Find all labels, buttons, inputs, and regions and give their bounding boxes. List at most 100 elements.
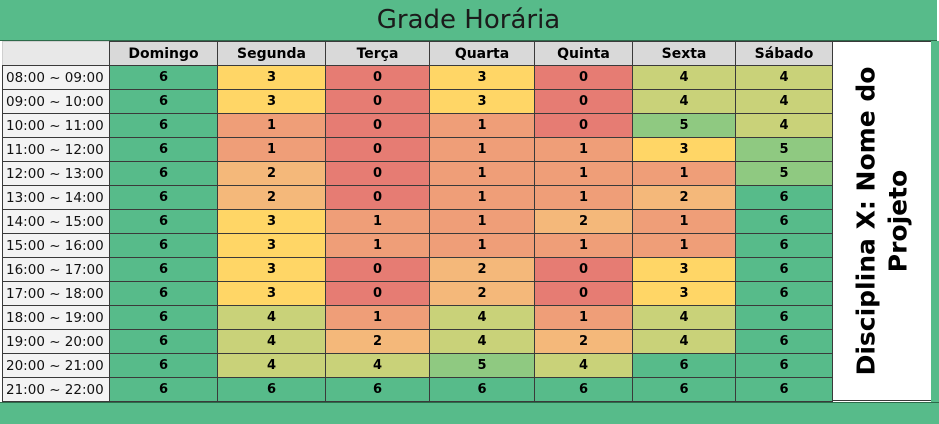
availability-cell[interactable]: 1 bbox=[632, 233, 736, 258]
availability-cell[interactable]: 5 bbox=[632, 113, 736, 138]
sheet-title[interactable]: Grade Horária bbox=[0, 0, 937, 41]
availability-cell[interactable]: 6 bbox=[735, 353, 833, 378]
availability-cell[interactable]: 0 bbox=[325, 89, 430, 114]
availability-cell[interactable]: 6 bbox=[429, 377, 535, 402]
availability-cell[interactable]: 4 bbox=[735, 65, 833, 90]
availability-cell[interactable]: 4 bbox=[217, 353, 326, 378]
availability-cell[interactable]: 0 bbox=[534, 65, 633, 90]
availability-cell[interactable]: 6 bbox=[109, 113, 218, 138]
day-header[interactable]: Sexta bbox=[632, 41, 736, 66]
availability-cell[interactable]: 4 bbox=[735, 89, 833, 114]
availability-cell[interactable]: 4 bbox=[217, 329, 326, 354]
availability-cell[interactable]: 1 bbox=[429, 233, 535, 258]
time-slot-cell[interactable]: 17:00 ~ 18:00 bbox=[2, 281, 110, 306]
time-slot-cell[interactable]: 19:00 ~ 20:00 bbox=[2, 329, 110, 354]
availability-cell[interactable]: 6 bbox=[109, 353, 218, 378]
availability-cell[interactable]: 4 bbox=[429, 305, 535, 330]
availability-cell[interactable]: 1 bbox=[534, 137, 633, 162]
availability-cell[interactable]: 6 bbox=[325, 377, 430, 402]
time-slot-cell[interactable]: 21:00 ~ 22:00 bbox=[2, 377, 110, 402]
time-slot-cell[interactable]: 11:00 ~ 12:00 bbox=[2, 137, 110, 162]
time-slot-cell[interactable]: 16:00 ~ 17:00 bbox=[2, 257, 110, 282]
day-header[interactable]: Quarta bbox=[429, 41, 535, 66]
availability-cell[interactable]: 1 bbox=[217, 137, 326, 162]
availability-cell[interactable]: 6 bbox=[109, 329, 218, 354]
time-slot-cell[interactable]: 14:00 ~ 15:00 bbox=[2, 209, 110, 234]
availability-cell[interactable]: 1 bbox=[429, 185, 535, 210]
availability-cell[interactable]: 0 bbox=[325, 113, 430, 138]
time-slot-cell[interactable]: 09:00 ~ 10:00 bbox=[2, 89, 110, 114]
availability-cell[interactable]: 6 bbox=[217, 377, 326, 402]
day-header[interactable]: Sábado bbox=[735, 41, 833, 66]
availability-cell[interactable]: 6 bbox=[109, 377, 218, 402]
availability-cell[interactable]: 2 bbox=[325, 329, 430, 354]
availability-cell[interactable]: 1 bbox=[534, 161, 633, 186]
availability-cell[interactable]: 1 bbox=[534, 233, 633, 258]
availability-cell[interactable]: 4 bbox=[325, 353, 430, 378]
availability-cell[interactable]: 3 bbox=[429, 89, 535, 114]
availability-cell[interactable]: 1 bbox=[429, 161, 535, 186]
availability-cell[interactable]: 6 bbox=[109, 305, 218, 330]
availability-cell[interactable]: 5 bbox=[735, 161, 833, 186]
day-header[interactable]: Domingo bbox=[109, 41, 218, 66]
availability-cell[interactable]: 4 bbox=[429, 329, 535, 354]
availability-cell[interactable]: 4 bbox=[735, 113, 833, 138]
availability-cell[interactable]: 3 bbox=[217, 65, 326, 90]
time-slot-cell[interactable]: 13:00 ~ 14:00 bbox=[2, 185, 110, 210]
time-slot-cell[interactable]: 18:00 ~ 19:00 bbox=[2, 305, 110, 330]
availability-cell[interactable]: 1 bbox=[632, 209, 736, 234]
availability-cell[interactable]: 0 bbox=[534, 281, 633, 306]
availability-cell[interactable]: 2 bbox=[632, 185, 736, 210]
availability-cell[interactable]: 0 bbox=[325, 161, 430, 186]
availability-cell[interactable]: 3 bbox=[217, 233, 326, 258]
availability-cell[interactable]: 4 bbox=[217, 305, 326, 330]
availability-cell[interactable]: 4 bbox=[534, 353, 633, 378]
availability-cell[interactable]: 4 bbox=[632, 89, 736, 114]
availability-cell[interactable]: 0 bbox=[534, 89, 633, 114]
availability-cell[interactable]: 1 bbox=[429, 137, 535, 162]
availability-cell[interactable]: 1 bbox=[429, 113, 535, 138]
project-label-cell[interactable]: Disciplina X: Nome do Projeto bbox=[833, 41, 932, 401]
time-slot-cell[interactable]: 12:00 ~ 13:00 bbox=[2, 161, 110, 186]
availability-cell[interactable]: 6 bbox=[109, 281, 218, 306]
availability-cell[interactable]: 6 bbox=[109, 89, 218, 114]
availability-cell[interactable]: 5 bbox=[429, 353, 535, 378]
availability-cell[interactable]: 1 bbox=[325, 209, 430, 234]
availability-cell[interactable]: 4 bbox=[632, 305, 736, 330]
availability-cell[interactable]: 6 bbox=[109, 65, 218, 90]
availability-cell[interactable]: 1 bbox=[325, 305, 430, 330]
availability-cell[interactable]: 0 bbox=[325, 65, 430, 90]
availability-cell[interactable]: 2 bbox=[534, 329, 633, 354]
availability-cell[interactable]: 0 bbox=[325, 257, 430, 282]
availability-cell[interactable]: 6 bbox=[735, 305, 833, 330]
availability-cell[interactable]: 6 bbox=[109, 161, 218, 186]
availability-cell[interactable]: 6 bbox=[109, 257, 218, 282]
day-header[interactable]: Terça bbox=[325, 41, 430, 66]
availability-cell[interactable]: 1 bbox=[632, 161, 736, 186]
availability-cell[interactable]: 2 bbox=[217, 185, 326, 210]
availability-cell[interactable]: 0 bbox=[325, 281, 430, 306]
availability-cell[interactable]: 6 bbox=[109, 137, 218, 162]
time-slot-cell[interactable]: 20:00 ~ 21:00 bbox=[2, 353, 110, 378]
availability-cell[interactable]: 3 bbox=[632, 137, 736, 162]
availability-cell[interactable]: 6 bbox=[735, 281, 833, 306]
availability-cell[interactable]: 6 bbox=[735, 377, 833, 402]
availability-cell[interactable]: 3 bbox=[217, 257, 326, 282]
time-slot-cell[interactable]: 15:00 ~ 16:00 bbox=[2, 233, 110, 258]
availability-cell[interactable]: 3 bbox=[217, 209, 326, 234]
availability-cell[interactable]: 4 bbox=[632, 329, 736, 354]
availability-cell[interactable]: 6 bbox=[632, 377, 736, 402]
availability-cell[interactable]: 3 bbox=[217, 281, 326, 306]
availability-cell[interactable]: 6 bbox=[735, 209, 833, 234]
availability-cell[interactable]: 6 bbox=[632, 353, 736, 378]
availability-cell[interactable]: 6 bbox=[735, 257, 833, 282]
availability-cell[interactable]: 3 bbox=[429, 65, 535, 90]
time-slot-cell[interactable]: 08:00 ~ 09:00 bbox=[2, 65, 110, 90]
availability-cell[interactable]: 1 bbox=[429, 209, 535, 234]
availability-cell[interactable]: 5 bbox=[735, 137, 833, 162]
availability-cell[interactable]: 2 bbox=[217, 161, 326, 186]
availability-cell[interactable]: 6 bbox=[109, 233, 218, 258]
availability-cell[interactable]: 6 bbox=[534, 377, 633, 402]
availability-cell[interactable]: 3 bbox=[632, 257, 736, 282]
day-header[interactable]: Segunda bbox=[217, 41, 326, 66]
